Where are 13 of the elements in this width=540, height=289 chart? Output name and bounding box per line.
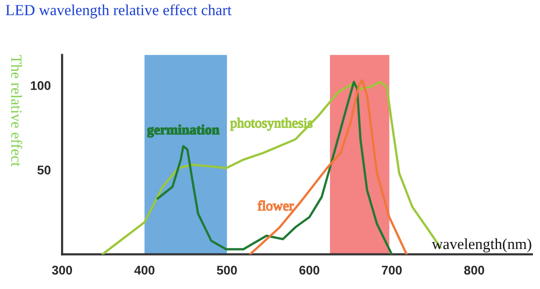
series-label: germination [147, 124, 220, 138]
x-tick-label: 800 [464, 266, 484, 275]
x-tick-label: 700 [382, 266, 402, 275]
x-axis-title: wavelength(nm) [432, 238, 532, 252]
y-tick-label: 100 [30, 81, 50, 90]
x-tick-label: 500 [216, 266, 237, 275]
x-tick-label: 300 [52, 266, 72, 275]
chart-title: LED wavelength relative effect chart [6, 4, 232, 18]
x-tick-label: 600 [299, 266, 320, 275]
series-label: flower [258, 200, 294, 210]
x-tick-label: 400 [134, 266, 154, 275]
y-axis-title: The relative effect [11, 55, 22, 167]
y-tick-label: 50 [37, 166, 50, 174]
